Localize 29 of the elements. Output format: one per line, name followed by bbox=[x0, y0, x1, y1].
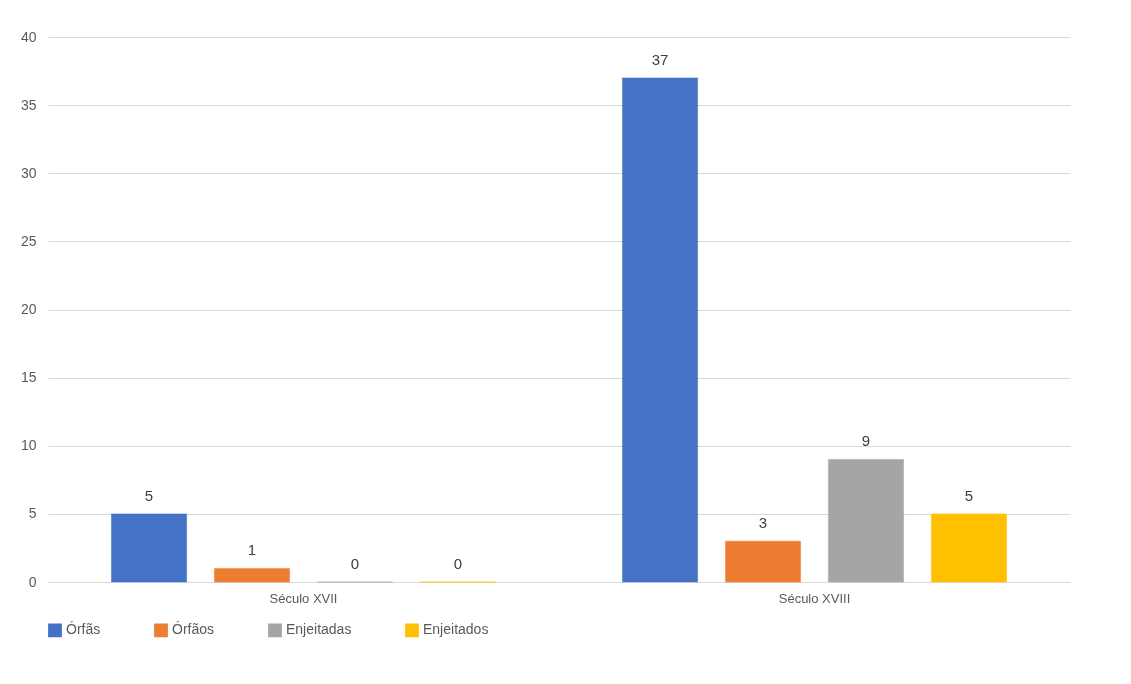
y-tick-label: 40 bbox=[20, 28, 37, 45]
data-label: 3 bbox=[758, 514, 768, 532]
bar bbox=[931, 513, 1007, 583]
x-tick-label: Século XVII bbox=[269, 590, 338, 606]
legend-label: Enjeitados bbox=[423, 621, 489, 638]
legend-label: Órfãs bbox=[66, 621, 101, 638]
y-tick-label: 10 bbox=[20, 437, 37, 454]
legend-label: Órfãos bbox=[172, 621, 215, 638]
data-label: 1 bbox=[247, 541, 257, 559]
y-tick-label: 30 bbox=[20, 164, 37, 181]
y-tick-label: 5 bbox=[28, 505, 37, 522]
data-label: 0 bbox=[350, 555, 360, 572]
y-tick-label: 35 bbox=[20, 96, 37, 113]
bar bbox=[622, 77, 698, 583]
bar bbox=[828, 459, 904, 583]
data-label: 5 bbox=[964, 486, 974, 504]
legend-label: Enjeitadas bbox=[286, 621, 352, 638]
x-tick-label: Século XVIII bbox=[778, 590, 851, 606]
bar bbox=[725, 540, 801, 583]
data-label: 0 bbox=[453, 555, 463, 572]
y-tick-label: 25 bbox=[20, 232, 37, 249]
y-tick-label: 15 bbox=[20, 369, 37, 386]
y-tick-label: 20 bbox=[20, 301, 37, 317]
data-label: 9 bbox=[861, 432, 871, 450]
data-label: 37 bbox=[651, 50, 669, 68]
bar bbox=[214, 568, 290, 583]
data-label: 5 bbox=[144, 486, 154, 504]
y-tick-label: 0 bbox=[28, 573, 37, 590]
bar bbox=[111, 513, 187, 583]
